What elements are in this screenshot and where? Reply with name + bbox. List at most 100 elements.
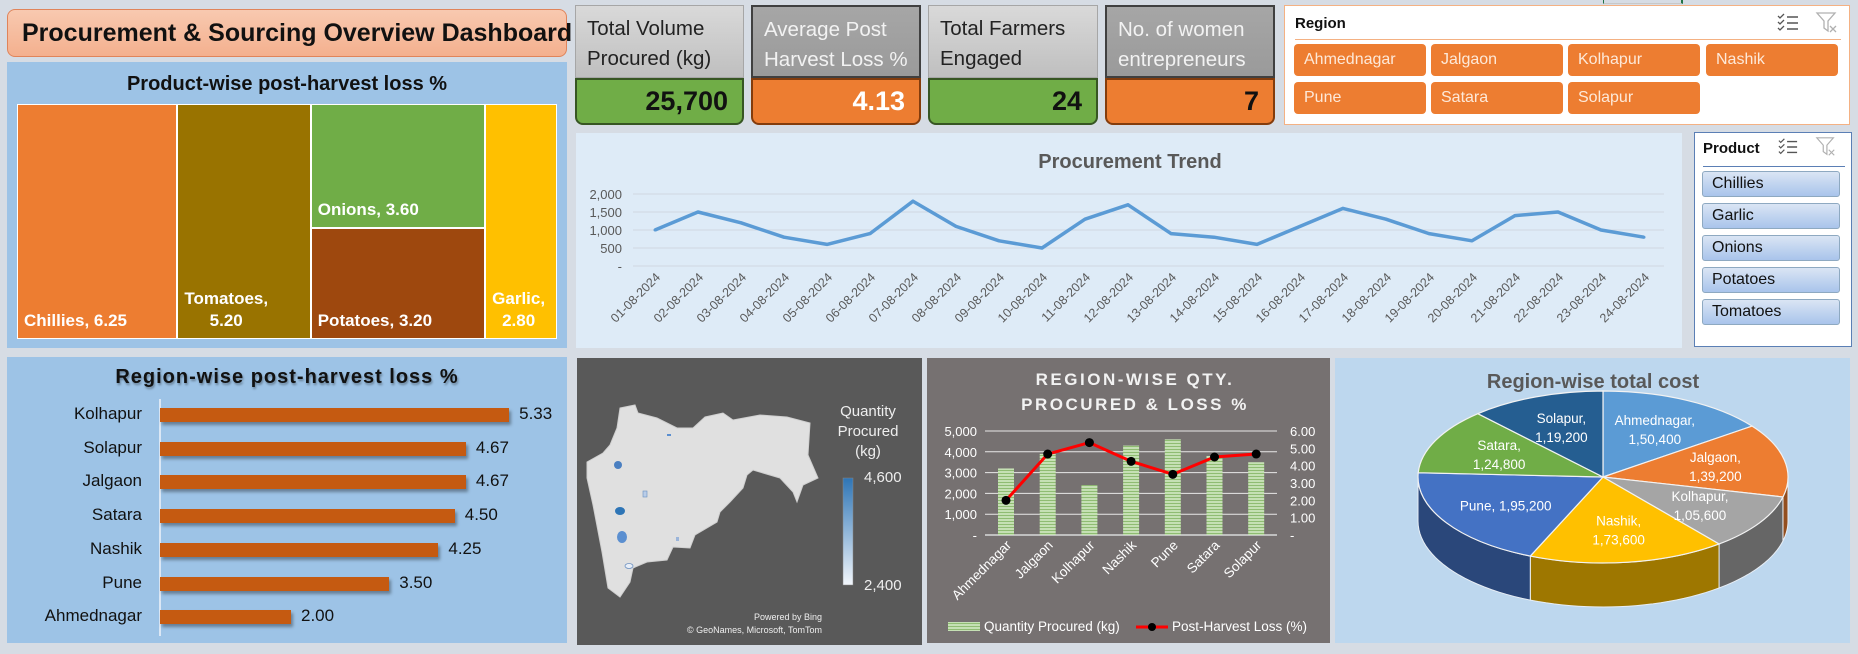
pie-slice-kolhapur [1602, 476, 1784, 545]
dashboard-title: Procurement & Sourcing Overview Dashboar… [22, 19, 573, 47]
region-loss-value: 3.50 [399, 572, 433, 592]
treemap-cell-tomatoes: Tomatoes, 5.20 [177, 104, 311, 339]
map-legend-max: 4,600 [864, 469, 902, 486]
combo-ytick-left: 5,000 [944, 424, 977, 439]
treemap-label-line: Tomatoes, [184, 289, 269, 308]
trend-point [1427, 232, 1431, 236]
clear-filter-icon[interactable] [1815, 11, 1839, 35]
qty-bar [1081, 485, 1098, 535]
combo-ytick-left: 1,000 [944, 507, 977, 522]
map-credit-bing: Powered by Bing [753, 612, 822, 622]
region-loss-value: 2.00 [301, 606, 335, 626]
trend-point [954, 224, 958, 228]
kpi-farmers-value-box: 24 [928, 78, 1098, 125]
region-loss-label: Kolhapur [73, 404, 142, 423]
district-kolhapur [624, 563, 634, 569]
trend-point [1642, 235, 1646, 239]
trend-ytick: 2,000 [589, 187, 622, 202]
pie-title: Region-wise total cost [1487, 371, 1700, 393]
kpi-label-line: Procured (kg) [587, 47, 712, 70]
trend-panel [576, 133, 1682, 348]
loss-point [1084, 438, 1094, 448]
region-slicer-item[interactable]: Satara [1431, 82, 1563, 114]
trend-point [1169, 232, 1173, 236]
treemap-label: Potatoes, 3.20 [318, 310, 432, 332]
loss-point [1210, 452, 1219, 462]
district-pune [615, 507, 625, 515]
map-legend-title: Quantity Procured (kg) [833, 402, 903, 462]
treemap-label: Onions, 3.60 [318, 199, 419, 221]
trend-point [1083, 217, 1087, 221]
pie-label: Jalgaon, [1690, 450, 1741, 465]
trend-ytick: - [618, 259, 622, 274]
qty-bar [1248, 462, 1265, 535]
trend-point [782, 235, 786, 239]
product-slicer-item[interactable]: Onions [1702, 235, 1840, 261]
trend-point [696, 210, 700, 214]
product-slicer-divider [1703, 166, 1845, 167]
region-slicer-title: Region [1295, 15, 1346, 32]
district-solapur [676, 537, 679, 541]
kpi-label-line: Total Volume [587, 17, 705, 40]
region-loss-label: Ahmednagar [44, 606, 142, 626]
region-slicer-item[interactable]: Nashik [1706, 44, 1838, 76]
legend-loss-marker [1148, 623, 1156, 631]
region-loss-value: 4.25 [448, 538, 482, 558]
product-slicer-item[interactable]: Potatoes [1702, 267, 1840, 293]
pie-label: Solapur, [1537, 411, 1587, 426]
region-loss-bar [160, 475, 466, 490]
combo-title: PROCURED & LOSS % [1021, 395, 1249, 414]
map-legend-min: 2,400 [864, 577, 902, 594]
loss-point [1043, 449, 1053, 459]
combo-ytick-left: 3,000 [944, 466, 977, 481]
kpi-label-line: Engaged [940, 47, 1023, 70]
loss-point [1251, 449, 1261, 459]
trend-ytick: 1,000 [589, 223, 622, 238]
combo-ytick-left: 4,000 [944, 445, 977, 460]
trend-point [1556, 210, 1560, 214]
trend-line [654, 199, 1645, 250]
kpi-total-volume-value-box: 25,700 [575, 78, 744, 125]
treemap-label-line: Potatoes, 3.20 [317, 310, 433, 330]
legend-line: Quantity [840, 403, 896, 420]
product-slicer-item[interactable]: Garlic [1702, 203, 1840, 229]
district-nashik [614, 461, 622, 469]
trend-point [1470, 239, 1474, 243]
trend-point [911, 199, 915, 203]
product-slicer-item[interactable]: Chillies [1702, 171, 1840, 197]
region-loss-label: Pune [102, 572, 142, 592]
region-loss-bar [160, 441, 466, 456]
pie-label: 1,50,400 [1629, 432, 1682, 447]
region-slicer-item[interactable]: Solapur [1568, 82, 1700, 114]
region-loss-panel: Region-wise post-harvest loss % [7, 357, 567, 643]
kpi-avg-loss-value: 4.13 [852, 86, 905, 116]
treemap-label: Garlic, 2.80 [492, 288, 545, 332]
kpi-label-line: Total Farmers [940, 17, 1066, 40]
trend-point [1384, 217, 1388, 221]
multi-select-icon[interactable] [1776, 12, 1800, 34]
region-slicer-item[interactable]: Jalgaon [1431, 44, 1563, 76]
kpi-women-value-box: 7 [1105, 78, 1275, 125]
kpi-farmers-header: Total Farmers Engaged [928, 5, 1098, 78]
treemap-cell-chillies: Chillies, 6.25 [17, 104, 178, 339]
region-slicer-item[interactable]: Ahmednagar [1294, 44, 1426, 76]
region-slicer-item[interactable]: Kolhapur [1568, 44, 1700, 76]
region-loss-label: Solapur [83, 437, 142, 457]
region-loss-value: 5.33 [519, 404, 553, 423]
trend-ytick: 500 [600, 241, 622, 256]
multi-select-icon[interactable] [1777, 137, 1799, 157]
trend-point [997, 239, 1001, 243]
kpi-women-label: No. of women entrepreneurs [1118, 15, 1246, 75]
treemap-label-line: 5.20 [209, 311, 243, 330]
pie-label: Kolhapur, [1671, 489, 1728, 504]
clear-filter-icon[interactable] [1815, 136, 1837, 158]
district-satara [617, 531, 627, 543]
combo-ytick-left: 2,000 [944, 486, 977, 501]
kpi-avg-loss-value-box: 4.13 [751, 78, 921, 125]
kpi-farmers-value: 24 [1051, 86, 1082, 116]
product-slicer-item[interactable]: Tomatoes [1702, 299, 1840, 325]
region-slicer-item[interactable]: Pune [1294, 82, 1426, 114]
region-loss-bar [160, 408, 510, 422]
